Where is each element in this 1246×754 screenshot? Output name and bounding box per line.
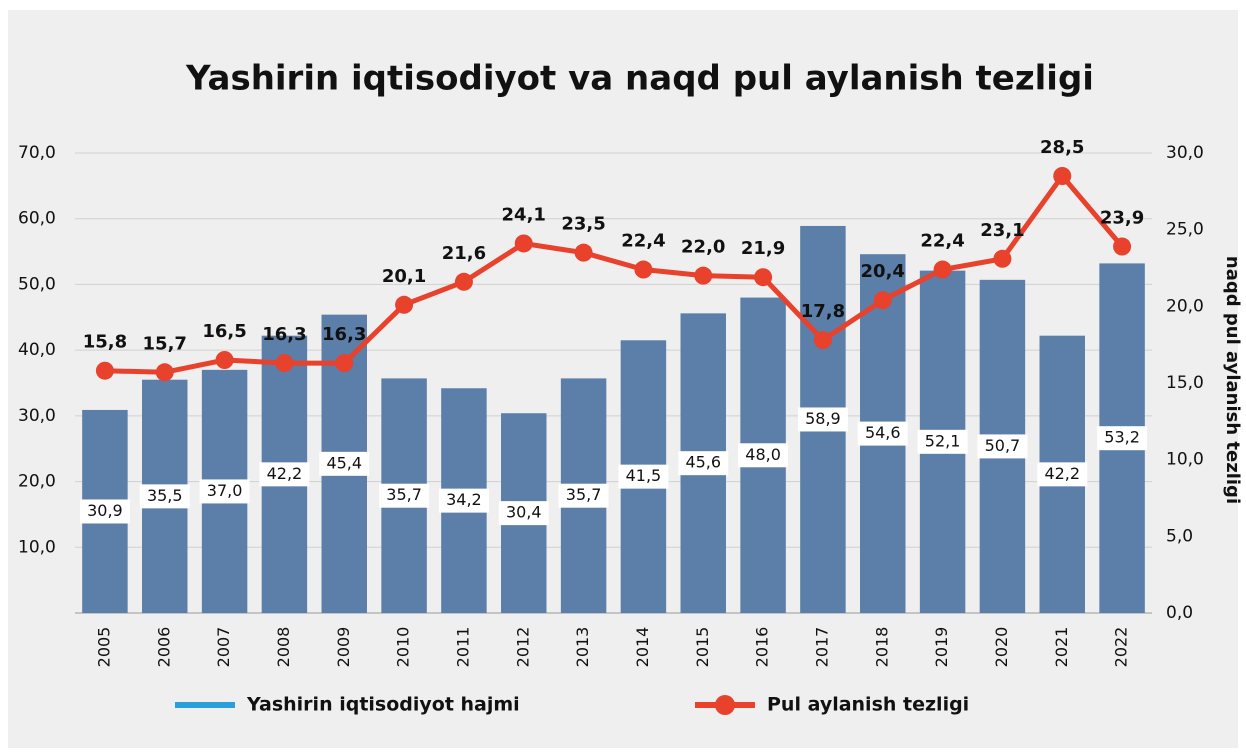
value-label: 35,7 <box>566 485 602 504</box>
point <box>395 296 413 314</box>
point <box>934 261 952 279</box>
value-label: 35,5 <box>147 486 183 505</box>
value-label: 16,3 <box>322 324 366 345</box>
point <box>156 363 174 381</box>
value-label: 54,6 <box>865 423 901 442</box>
value-label: 52,1 <box>925 431 961 450</box>
value-label: 28,5 <box>1040 137 1084 158</box>
value-label: 50,7 <box>985 436 1021 455</box>
point <box>575 244 593 262</box>
point <box>275 354 293 372</box>
x-tick-label: 2015 <box>693 627 712 668</box>
point <box>1113 238 1131 256</box>
x-tick-label: 2010 <box>394 627 413 668</box>
value-label: 30,4 <box>506 503 542 522</box>
x-tick-label: 2016 <box>753 627 772 668</box>
point <box>96 362 114 380</box>
x-tick-label: 2018 <box>872 627 891 668</box>
point <box>335 354 353 372</box>
x-tick-label: 2022 <box>1112 627 1131 668</box>
value-label: 37,0 <box>207 481 243 500</box>
y2-tick-label: 0,0 <box>1166 603 1193 623</box>
point <box>694 267 712 285</box>
x-tick-label: 2007 <box>214 627 233 668</box>
x-tick-label: 2019 <box>932 627 951 668</box>
point <box>515 234 533 252</box>
value-label: 23,1 <box>980 220 1024 241</box>
point <box>993 250 1011 268</box>
chart-title: Yashirin iqtisodiyot va naqd pul aylanis… <box>185 59 1094 99</box>
point <box>455 273 473 291</box>
y2-tick-label: 20,0 <box>1166 296 1204 316</box>
value-label: 17,8 <box>801 301 845 322</box>
value-label: 23,9 <box>1100 208 1144 229</box>
value-label: 30,9 <box>87 501 123 520</box>
x-tick-label: 2008 <box>274 627 293 668</box>
value-label: 22,4 <box>621 231 665 252</box>
x-tick-label: 2006 <box>154 627 173 668</box>
value-label: 42,2 <box>1044 464 1080 483</box>
value-label: 53,2 <box>1104 428 1140 447</box>
value-label: 15,7 <box>143 333 187 354</box>
value-label: 58,9 <box>805 409 841 428</box>
y-tick-label: 20,0 <box>18 472 56 492</box>
y2-tick-label: 15,0 <box>1166 373 1204 393</box>
value-label: 48,0 <box>745 445 781 464</box>
value-label: 22,0 <box>681 237 725 258</box>
y-tick-label: 50,0 <box>18 274 56 294</box>
point <box>814 331 832 349</box>
y-tick-label: 10,0 <box>18 537 56 557</box>
x-tick-label: 2011 <box>453 627 472 668</box>
x-tick-label: 2009 <box>334 627 353 668</box>
value-label: 24,1 <box>502 204 546 225</box>
value-label: 20,4 <box>861 261 905 282</box>
x-tick-label: 2014 <box>633 627 652 668</box>
y2-tick-label: 25,0 <box>1166 220 1204 240</box>
legend-marker <box>715 695 735 715</box>
value-label: 21,6 <box>442 243 486 264</box>
y-tick-label: 40,0 <box>18 340 56 360</box>
x-tick-label: 2020 <box>992 627 1011 668</box>
value-label: 35,7 <box>386 485 422 504</box>
value-label: 41,5 <box>626 466 662 485</box>
value-label: 21,9 <box>741 238 785 259</box>
y2-tick-label: 30,0 <box>1166 143 1204 163</box>
point <box>634 261 652 279</box>
value-label: 16,3 <box>262 324 306 345</box>
value-label: 34,2 <box>446 490 482 509</box>
x-tick-label: 2005 <box>94 627 113 668</box>
y-tick-label: 70,0 <box>18 143 56 163</box>
point <box>874 291 892 309</box>
point <box>1053 167 1071 185</box>
x-tick-label: 2021 <box>1052 627 1071 668</box>
y2-axis-label: naqd pul aylanish tezligi <box>1222 256 1243 504</box>
legend-label: Yashirin iqtisodiyot hajmi <box>246 694 520 716</box>
value-label: 45,4 <box>326 453 362 472</box>
x-tick-label: 2012 <box>513 627 532 668</box>
value-label: 15,8 <box>83 332 127 353</box>
point <box>754 268 772 286</box>
chart: Yashirin iqtisodiyot va naqd pul aylanis… <box>0 0 1246 754</box>
value-label: 20,1 <box>382 266 426 287</box>
y2-tick-label: 5,0 <box>1166 526 1193 546</box>
value-label: 22,4 <box>920 231 964 252</box>
value-label: 16,5 <box>202 321 246 342</box>
x-tick-label: 2017 <box>812 627 831 668</box>
y-tick-label: 30,0 <box>18 406 56 426</box>
value-label: 45,6 <box>685 453 721 472</box>
value-label: 23,5 <box>561 214 605 235</box>
y2-tick-label: 10,0 <box>1166 450 1204 470</box>
point <box>216 351 234 369</box>
y-tick-label: 60,0 <box>18 209 56 229</box>
x-tick-label: 2013 <box>573 627 592 668</box>
value-label: 42,2 <box>267 464 303 483</box>
legend-label: Pul aylanish tezligi <box>767 694 969 716</box>
